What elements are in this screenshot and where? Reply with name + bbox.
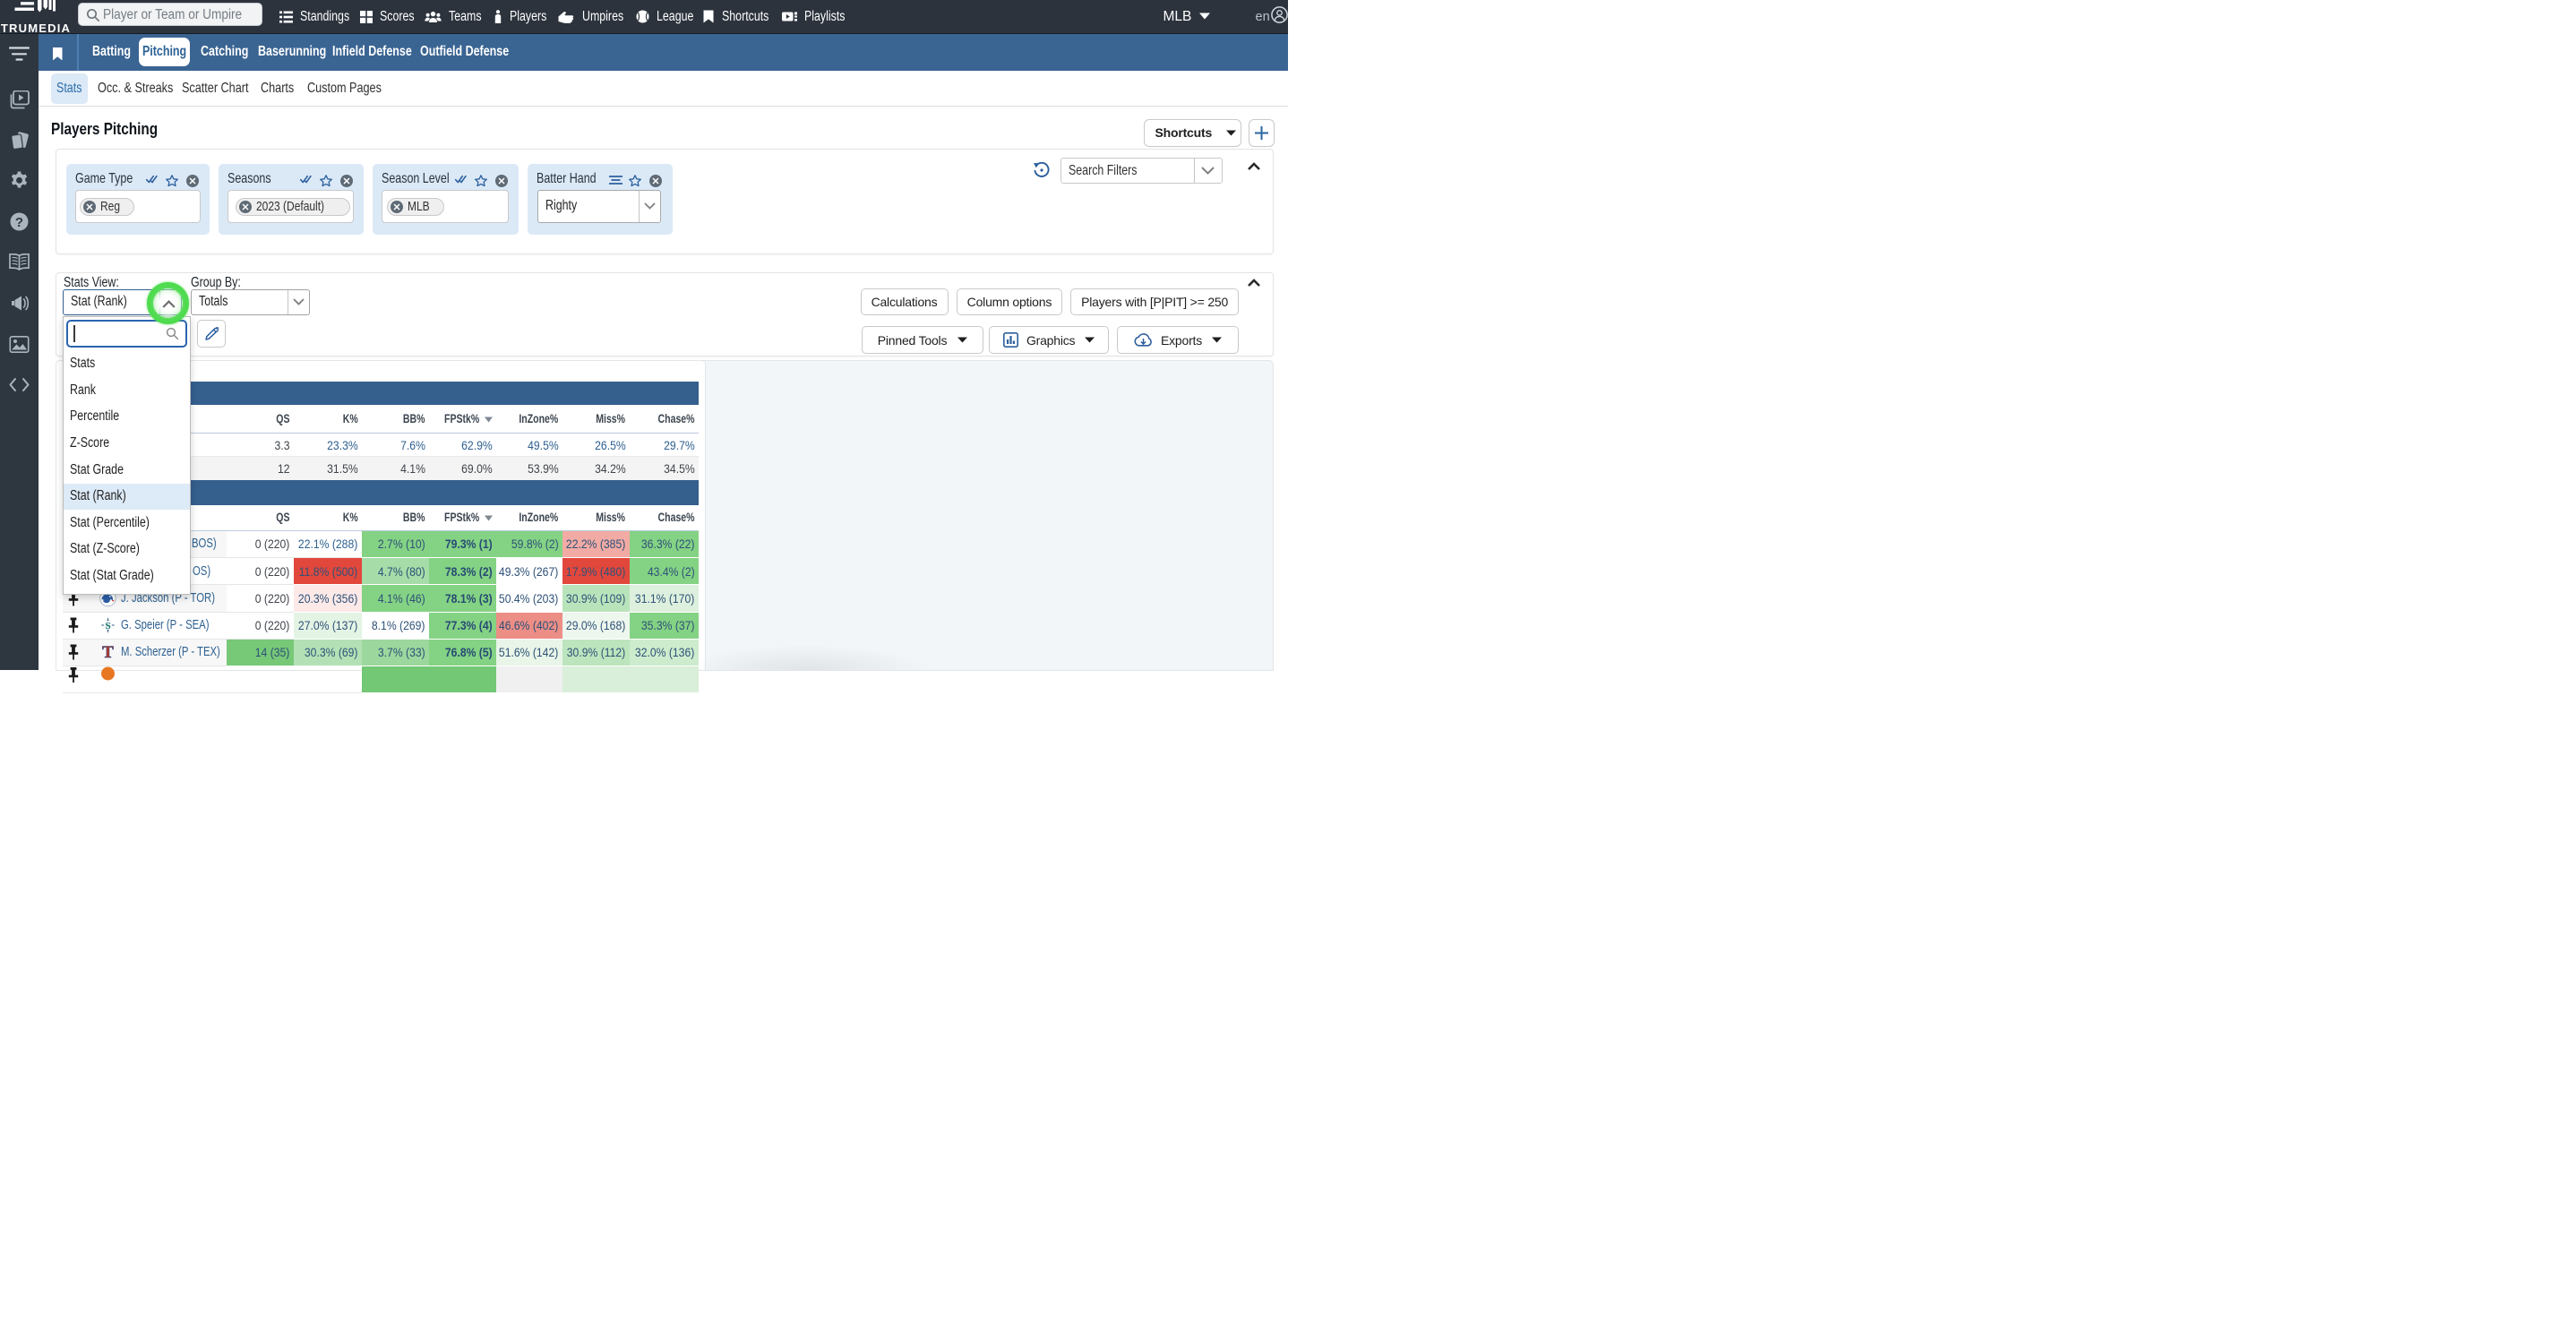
svg-text:T: T (102, 644, 114, 661)
svg-text:S: S (105, 621, 110, 631)
svg-text:?: ? (15, 215, 23, 230)
